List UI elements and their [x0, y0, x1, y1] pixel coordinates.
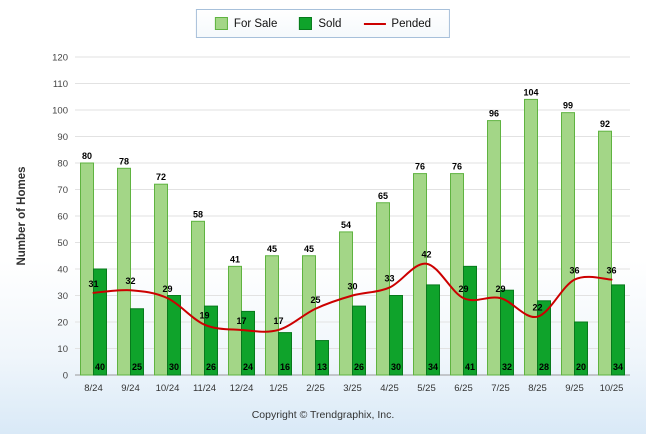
svg-text:8/24: 8/24 — [84, 383, 103, 394]
svg-text:110: 110 — [53, 79, 68, 90]
svg-text:40: 40 — [95, 362, 105, 372]
svg-text:29: 29 — [458, 284, 468, 294]
svg-text:2/25: 2/25 — [306, 383, 325, 394]
svg-text:33: 33 — [384, 274, 394, 284]
svg-text:90: 90 — [57, 132, 68, 143]
svg-text:60: 60 — [57, 212, 68, 223]
svg-text:100: 100 — [52, 106, 68, 117]
svg-text:30: 30 — [391, 362, 401, 372]
svg-text:120: 120 — [52, 53, 68, 64]
svg-text:96: 96 — [489, 109, 499, 119]
svg-text:30: 30 — [57, 291, 68, 302]
for-sale-swatch-icon — [214, 17, 228, 30]
svg-text:36: 36 — [569, 266, 579, 276]
svg-text:10/24: 10/24 — [156, 383, 180, 394]
svg-text:24: 24 — [243, 362, 253, 372]
legend-item-for-sale: For Sale — [214, 17, 278, 30]
svg-text:50: 50 — [57, 238, 68, 249]
svg-text:10: 10 — [57, 344, 68, 355]
svg-text:54: 54 — [341, 220, 351, 230]
svg-text:7/25: 7/25 — [491, 383, 510, 394]
legend-item-sold: Sold — [299, 17, 341, 30]
svg-text:42: 42 — [421, 250, 431, 260]
svg-text:34: 34 — [428, 362, 438, 372]
chart-legend: For Sale Sold Pended — [195, 9, 451, 38]
svg-text:5/25: 5/25 — [417, 383, 436, 394]
svg-text:3/25: 3/25 — [343, 383, 362, 394]
svg-text:13: 13 — [317, 362, 327, 372]
svg-text:41: 41 — [465, 362, 475, 372]
svg-text:29: 29 — [162, 284, 172, 294]
svg-text:30: 30 — [169, 362, 179, 372]
svg-text:65: 65 — [378, 191, 388, 201]
svg-text:0: 0 — [63, 371, 68, 382]
legend-label-pended: Pended — [391, 17, 432, 30]
svg-text:12/24: 12/24 — [230, 383, 254, 394]
svg-text:1/25: 1/25 — [269, 383, 288, 394]
svg-text:31: 31 — [88, 279, 98, 289]
svg-text:25: 25 — [132, 362, 142, 372]
svg-text:99: 99 — [563, 101, 573, 111]
svg-text:25: 25 — [310, 295, 320, 305]
legend-label-sold: Sold — [318, 17, 342, 30]
svg-text:32: 32 — [125, 276, 135, 286]
sold-swatch-icon — [299, 17, 313, 30]
svg-text:58: 58 — [193, 209, 203, 219]
svg-text:41: 41 — [230, 254, 240, 264]
svg-text:8/25: 8/25 — [528, 383, 547, 394]
copyright-text: Copyright © Trendgraphix, Inc. — [251, 409, 395, 421]
svg-text:36: 36 — [606, 266, 616, 276]
svg-text:17: 17 — [273, 316, 283, 326]
svg-text:22: 22 — [532, 303, 542, 313]
svg-text:92: 92 — [600, 119, 610, 129]
svg-text:9/25: 9/25 — [565, 383, 584, 394]
svg-text:76: 76 — [452, 162, 462, 172]
homes-bar-line-chart: 0 10 20 30 40 50 60 70 80 90 100 110 120 8/24 9/24 10/2… — [52, 53, 630, 394]
svg-text:30: 30 — [347, 282, 357, 292]
svg-text:104: 104 — [523, 87, 538, 97]
svg-text:9/24: 9/24 — [121, 383, 140, 394]
svg-text:78: 78 — [119, 156, 129, 166]
svg-text:40: 40 — [57, 265, 68, 276]
svg-text:28: 28 — [539, 362, 549, 372]
svg-text:29: 29 — [495, 284, 505, 294]
svg-text:16: 16 — [280, 362, 290, 372]
svg-text:20: 20 — [57, 318, 68, 329]
svg-text:34: 34 — [613, 362, 623, 372]
svg-text:26: 26 — [206, 362, 216, 372]
legend-item-pended: Pended — [363, 18, 431, 30]
svg-text:80: 80 — [57, 159, 68, 170]
pended-line-swatch-icon — [363, 22, 386, 25]
svg-text:45: 45 — [304, 244, 314, 254]
svg-text:26: 26 — [354, 362, 364, 372]
svg-text:10/25: 10/25 — [600, 383, 624, 394]
svg-text:32: 32 — [502, 362, 512, 372]
svg-text:72: 72 — [156, 172, 166, 182]
svg-text:80: 80 — [82, 151, 92, 161]
svg-text:20: 20 — [576, 362, 586, 372]
svg-text:76: 76 — [415, 162, 425, 172]
svg-text:11/24: 11/24 — [193, 383, 216, 394]
legend-label-for-sale: For Sale — [233, 17, 278, 30]
svg-text:19: 19 — [199, 311, 209, 321]
svg-text:70: 70 — [57, 185, 68, 196]
svg-text:45: 45 — [267, 244, 277, 254]
svg-text:17: 17 — [236, 316, 246, 326]
svg-text:6/25: 6/25 — [454, 383, 473, 394]
svg-text:4/25: 4/25 — [380, 383, 399, 394]
